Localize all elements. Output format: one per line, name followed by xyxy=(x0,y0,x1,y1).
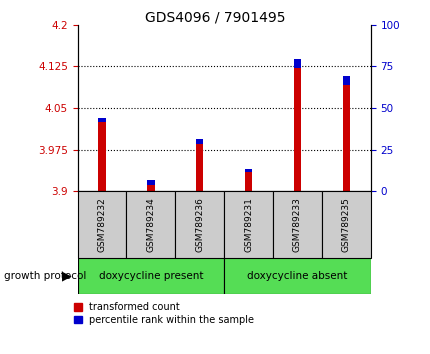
Bar xyxy=(244,172,252,191)
Bar xyxy=(175,191,224,258)
Bar xyxy=(196,139,203,144)
Text: GDS4096 / 7901495: GDS4096 / 7901495 xyxy=(145,11,285,25)
Text: doxycycline present: doxycycline present xyxy=(98,271,203,281)
Bar xyxy=(147,179,154,184)
Text: growth protocol: growth protocol xyxy=(4,271,86,281)
Bar xyxy=(293,59,301,68)
Bar xyxy=(196,144,203,191)
Text: GSM789233: GSM789233 xyxy=(292,197,301,252)
Bar xyxy=(272,191,321,258)
Text: doxycycline absent: doxycycline absent xyxy=(247,271,347,281)
Bar xyxy=(293,68,301,191)
Bar xyxy=(147,184,154,191)
Bar xyxy=(224,191,272,258)
Bar xyxy=(98,122,105,191)
Bar xyxy=(224,258,370,294)
Text: GSM789232: GSM789232 xyxy=(97,198,106,252)
Bar xyxy=(98,118,105,122)
Bar xyxy=(126,191,175,258)
Text: GSM789235: GSM789235 xyxy=(341,197,350,252)
Bar xyxy=(342,85,349,191)
Legend: transformed count, percentile rank within the sample: transformed count, percentile rank withi… xyxy=(74,302,254,325)
Bar xyxy=(77,258,224,294)
Bar xyxy=(77,191,126,258)
Text: GSM789236: GSM789236 xyxy=(195,197,204,252)
Bar xyxy=(321,191,370,258)
Bar xyxy=(342,75,349,85)
Text: ▶: ▶ xyxy=(62,270,71,282)
Bar xyxy=(244,169,252,172)
Text: GSM789231: GSM789231 xyxy=(243,197,252,252)
Text: GSM789234: GSM789234 xyxy=(146,198,155,252)
